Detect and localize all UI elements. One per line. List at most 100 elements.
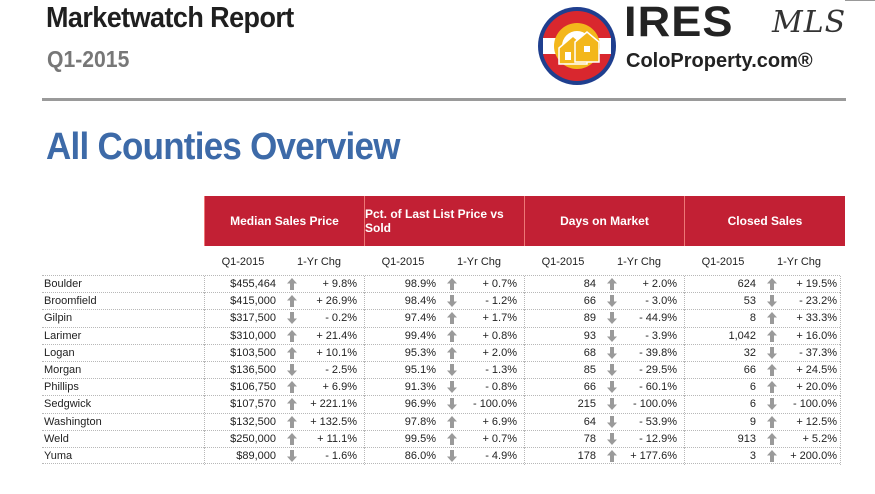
county-name: Phillips <box>44 381 79 394</box>
current-value: 86.0% <box>404 449 436 462</box>
arrow-up-icon <box>286 432 300 446</box>
column-separator <box>840 361 841 379</box>
year-change: + 21.4% <box>316 329 357 342</box>
arrow-up-icon <box>606 277 620 291</box>
column-separator <box>840 396 841 414</box>
year-change: + 11.1% <box>317 432 357 445</box>
year-change: + 12.5% <box>796 415 837 428</box>
table-row: Boulder $455,464 + 9.8% 98.9% + 0.7% 84 + 2.0%… <box>42 275 841 293</box>
arrow-up-icon <box>606 449 620 463</box>
column-separator <box>524 447 525 465</box>
current-value: 99.4% <box>404 329 436 342</box>
table-row: Morgan $136,500 - 2.5% 95.1% - 1.3% 85 - 29.5%… <box>42 360 841 379</box>
column-separator <box>840 327 841 345</box>
column-separator <box>684 379 685 397</box>
arrow-up-icon <box>766 277 780 291</box>
column-separator <box>840 293 841 311</box>
current-value: 95.3% <box>404 346 436 359</box>
current-value: 96.9% <box>404 398 436 411</box>
year-change: - 3.9% <box>645 329 677 342</box>
column-separator <box>684 430 685 448</box>
year-change: + 6.9% <box>482 415 517 428</box>
arrow-up-icon <box>286 397 300 411</box>
column-separator <box>684 293 685 311</box>
current-value: 99.5% <box>404 432 436 445</box>
current-value: 95.1% <box>404 363 436 376</box>
year-change: + 16.0% <box>796 329 837 342</box>
column-separator <box>204 276 205 293</box>
brand-site: ColoProperty.com® <box>626 50 813 72</box>
year-change: + 24.5% <box>796 363 837 376</box>
group-header-pct-list-price: Pct. of Last List Price vs Sold <box>364 196 524 246</box>
column-separator <box>524 413 525 431</box>
column-separator <box>204 293 205 311</box>
year-change: + 6.9% <box>322 381 357 394</box>
year-change: - 0.2% <box>325 312 357 325</box>
column-separator <box>204 379 205 397</box>
year-change: - 39.8% <box>639 346 677 359</box>
column-separator <box>364 361 365 379</box>
arrow-down-icon <box>446 449 460 463</box>
arrow-down-icon <box>446 397 460 411</box>
column-separator <box>524 344 525 362</box>
arrow-down-icon <box>606 329 620 343</box>
current-value: 32 <box>743 346 756 359</box>
current-value: 89 <box>583 312 596 325</box>
year-change: - 60.1% <box>639 381 677 394</box>
county-name: Weld <box>44 432 69 445</box>
column-separator <box>684 413 685 431</box>
arrow-down-icon <box>286 363 300 377</box>
county-name: Sedgwick <box>44 398 92 411</box>
year-change: + 0.7% <box>482 432 517 445</box>
column-separator <box>684 310 685 328</box>
county-name: Broomfield <box>44 295 97 308</box>
county-name: Logan <box>44 346 75 359</box>
arrow-down-icon <box>606 415 620 429</box>
arrow-down-icon <box>766 346 780 360</box>
header-divider <box>42 98 846 101</box>
current-value: 97.8% <box>404 415 436 428</box>
county-name: Boulder <box>44 278 82 290</box>
arrow-down-icon <box>446 294 460 308</box>
column-separator <box>204 413 205 431</box>
column-separator <box>684 447 685 465</box>
year-change: - 4.9% <box>485 449 517 462</box>
column-separator <box>364 276 365 293</box>
column-separator <box>204 344 205 362</box>
table-row: Washington $132,500 + 132.5% 97.8% + 6.9% 64 -… <box>42 412 841 431</box>
current-value: 3 <box>749 449 756 462</box>
arrow-up-icon <box>286 329 300 343</box>
column-separator <box>364 327 365 345</box>
column-separator <box>364 344 365 362</box>
arrow-down-icon <box>606 346 620 360</box>
column-separator <box>364 310 365 328</box>
current-value: $132,500 <box>230 415 276 428</box>
column-separator <box>684 396 685 414</box>
column-separator <box>204 430 205 448</box>
arrow-up-icon <box>766 432 780 446</box>
year-change: + 200.0% <box>790 449 837 462</box>
table-row: Yuma $89,000 - 1.6% 86.0% - 4.9% 178 + 177.6% 3… <box>42 446 841 465</box>
report-title: Marketwatch Report <box>46 2 294 34</box>
year-change: + 0.8% <box>482 329 517 342</box>
arrow-up-icon <box>766 311 780 325</box>
county-name: Larimer <box>44 329 82 342</box>
year-change: + 19.5% <box>796 278 837 290</box>
table-row: Weld $250,000 + 11.1% 99.5% + 0.7% 78 - 12.9% 9… <box>42 429 841 448</box>
year-change: - 100.0% <box>472 398 517 411</box>
arrow-down-icon <box>446 363 460 377</box>
current-value: $89,000 <box>236 449 276 462</box>
year-change: - 0.8% <box>485 381 517 394</box>
county-table: Boulder $455,464 + 9.8% 98.9% + 0.7% 84 + 2.0%… <box>42 275 841 465</box>
subheader-change: 1-Yr Chg <box>616 256 662 268</box>
column-separator <box>364 413 365 431</box>
column-separator <box>840 430 841 448</box>
table-row: Broomfield $415,000 + 26.9% 98.4% - 1.2% 66 - … <box>42 292 841 311</box>
current-value: 53 <box>743 295 756 308</box>
column-separator <box>840 379 841 397</box>
column-separator <box>524 327 525 345</box>
column-separator <box>524 293 525 311</box>
year-change: + 10.1% <box>316 346 357 359</box>
year-change: - 23.2% <box>799 295 837 308</box>
year-change: - 44.9% <box>639 312 677 325</box>
